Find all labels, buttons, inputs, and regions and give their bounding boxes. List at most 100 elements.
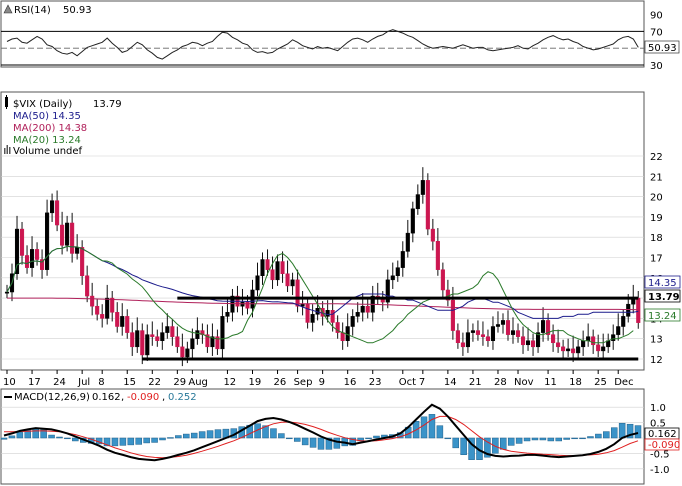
- candle-body-89: [450, 299, 455, 331]
- candle-body-2: [14, 228, 20, 274]
- macd-hist-bar-80: [634, 425, 642, 439]
- candle-body-28: [145, 334, 150, 356]
- price-tick-22: 22: [650, 152, 663, 163]
- macd-signal-text: -0.090: [127, 392, 159, 403]
- candle-body-119: [601, 346, 606, 352]
- macd-hist-bar-61: [484, 437, 491, 458]
- candle-84: [425, 173, 430, 236]
- macd-hist-bar-22: [175, 435, 182, 439]
- candle-30: [155, 329, 160, 347]
- candle-80: [405, 219, 410, 258]
- rsi-badge-box: [644, 40, 680, 54]
- candle-104: [525, 327, 531, 351]
- macd-hist-bar-20: [159, 437, 166, 441]
- price-value-labels: 14.35 13.79 13.24: [644, 275, 681, 322]
- macd-value-text: 0.162: [92, 392, 121, 403]
- candle-body-65: [330, 310, 335, 323]
- candle-body-103: [520, 336, 526, 346]
- candle-107: [541, 307, 546, 342]
- x-tick-label-24: 25: [594, 377, 607, 388]
- x-tick-label-5: 15: [123, 377, 136, 388]
- candle-122: [616, 313, 621, 341]
- candle-body-95: [480, 334, 485, 337]
- candle-28: [145, 324, 150, 362]
- candle-89: [450, 286, 455, 340]
- macd-hist-bar-9: [72, 437, 79, 442]
- macd-hist-bar-21: [167, 437, 174, 439]
- candle-body-126: [636, 297, 641, 323]
- candle-body-60: [305, 303, 310, 323]
- candle-117: [591, 329, 596, 354]
- candle-123: [621, 309, 626, 336]
- candle-body-15: [80, 247, 85, 277]
- candle-51: [260, 252, 265, 285]
- candle-body-102: [515, 330, 521, 337]
- candle-body-81: [410, 208, 415, 234]
- candle-78: [395, 260, 400, 282]
- macd-hist-bar-38: [301, 437, 309, 446]
- candle-body-66: [335, 322, 340, 333]
- candle-body-32: [165, 326, 170, 333]
- candle-body-123: [621, 316, 626, 327]
- candle-body-52: [265, 259, 270, 270]
- macd-hist-bar-18: [143, 437, 150, 444]
- x-tick-label-6: 22: [148, 377, 161, 388]
- macd-hist-bar-19: [151, 437, 158, 443]
- candle-111: [561, 339, 566, 361]
- candle-2: [14, 215, 20, 280]
- candle-body-87: [440, 269, 445, 291]
- candle-body-109: [551, 334, 556, 344]
- macd-hist-bar-2: [16, 432, 24, 439]
- price-tick-18: 18: [650, 233, 663, 244]
- x-tick-label-3: Jul: [77, 377, 90, 388]
- candle-body-55: [280, 261, 285, 274]
- macd-hist-bar-64: [507, 437, 515, 446]
- macd-label-box-1: [644, 438, 680, 451]
- candle-6: [35, 242, 40, 266]
- macd-hist-bar-62: [492, 437, 499, 454]
- ma-legend-item-0: MA(50) 14.35: [13, 111, 81, 122]
- x-tick-label-9: 12: [223, 377, 236, 388]
- macd-hist-bar-13: [103, 437, 111, 447]
- candle-56: [285, 260, 290, 293]
- candle-body-48: [245, 301, 250, 309]
- candle-105: [531, 333, 536, 356]
- candle-body-20: [105, 297, 110, 319]
- macd-hist-bar-41: [325, 437, 333, 450]
- ma20-line: [6, 245, 634, 344]
- macd-hist-bar-57: [452, 437, 459, 449]
- candle-body-25: [130, 332, 135, 348]
- candle-body-104: [525, 340, 531, 346]
- candle-8: [45, 199, 50, 276]
- candle-body-83: [420, 180, 425, 195]
- x-tick-label-21: Nov: [514, 377, 534, 388]
- macd-hist-bar-27: [214, 429, 222, 439]
- candle-body-5: [30, 249, 35, 268]
- macd-hist-bar-39: [309, 437, 317, 448]
- candle-body-105: [531, 340, 536, 348]
- candle-body-38: [195, 330, 200, 339]
- candle-52: [265, 249, 270, 276]
- candle-body-22: [115, 312, 120, 327]
- rsi-label: RSI(14): [14, 5, 51, 16]
- candle-106: [536, 322, 541, 353]
- candle-body-34: [175, 336, 180, 348]
- candle-77: [390, 262, 395, 289]
- x-tick-label-15: 23: [369, 377, 382, 388]
- macd-hist-text: 0.252: [168, 392, 197, 403]
- candle-body-30: [155, 336, 160, 341]
- candle-body-110: [556, 342, 561, 348]
- macd-label-1: -0.090: [648, 440, 680, 451]
- macd-hist-bar-26: [206, 430, 214, 439]
- macd-hist-bar-34: [270, 428, 277, 439]
- rsi-value-badge: 50.93: [644, 40, 680, 54]
- x-tick-label-17: 7: [419, 377, 425, 388]
- candle-body-124: [626, 303, 631, 317]
- candle-61: [310, 304, 315, 332]
- macd-sep1: ,: [121, 392, 124, 403]
- macd-hist-bar-69: [547, 437, 555, 442]
- candle-72: [365, 299, 370, 319]
